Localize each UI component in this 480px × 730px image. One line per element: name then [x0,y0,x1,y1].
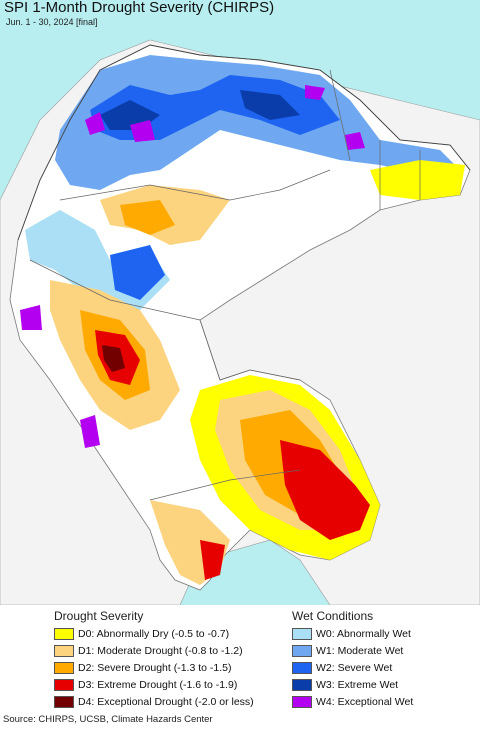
map-subtitle: Jun. 1 - 30, 2024 [final] [6,17,98,27]
legend-item-w0: W0: Abnormally Wet [292,627,411,641]
wet-core-west [110,245,165,300]
legend-item-d0: D0: Abnormally Dry (-0.5 to -0.7) [54,627,229,641]
drought-legend-heading: Drought Severity [54,609,144,623]
legend-item-w1: W1: Moderate Wet [292,644,403,658]
dry-severe-central [120,200,175,235]
map-title: SPI 1-Month Drought Severity (CHIRPS) [4,0,275,16]
wet-area-north [55,55,460,190]
legend-item-d4: D4: Exceptional Drought (-2.0 or less) [54,695,254,709]
coastline [17,44,471,241]
dry-area-east [370,160,465,200]
map-canvas [0,39,480,605]
source-credit: Source: CHIRPS, UCSB, Climate Hazards Ce… [3,714,213,725]
swatch-w1 [292,645,312,657]
wet-core-north [90,75,340,140]
legend-item-w2: W2: Severe Wet [292,661,392,675]
swatch-d1 [54,645,74,657]
legend-item-w3: W3: Extreme Wet [292,678,398,692]
legend-item-d3: D3: Extreme Drought (-1.6 to -1.9) [54,678,237,692]
legend-item-d2: D2: Severe Drought (-1.3 to -1.5) [54,661,232,675]
swatch-d2 [54,662,74,674]
swatch-w2 [292,662,312,674]
swatch-d0 [54,628,74,640]
swatch-w0 [292,628,312,640]
swatch-w4 [292,696,312,708]
drought-map: SPI 1-Month Drought Severity (CHIRPS) Ju… [0,0,480,605]
dry-south-severe [200,540,225,580]
swatch-w3 [292,679,312,691]
legend-item-w4: W4: Exceptional Wet [292,695,413,709]
dry-exceptional-peru [102,345,125,372]
legend: Drought Severity Wet Conditions D0: Abno… [0,605,480,715]
swatch-d3 [54,679,74,691]
legend-item-d1: D1: Moderate Drought (-0.8 to -1.2) [54,644,243,658]
dry-extreme-bolivia [280,440,370,540]
country-borders [29,69,421,501]
wet-legend-heading: Wet Conditions [292,609,374,623]
swatch-d4 [54,696,74,708]
